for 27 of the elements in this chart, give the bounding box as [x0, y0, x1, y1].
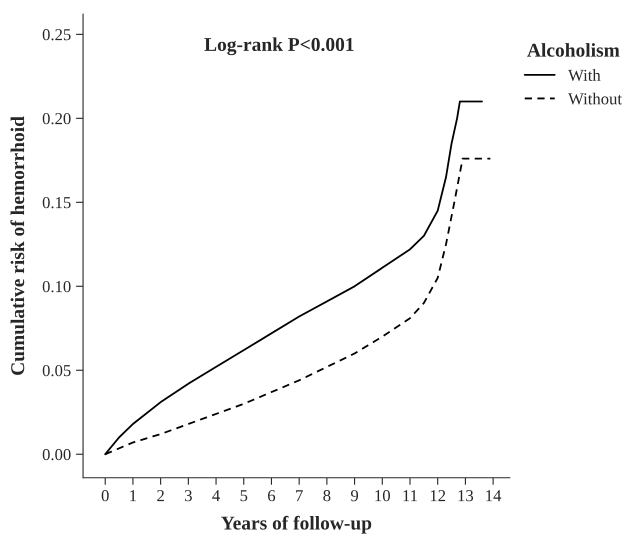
x-tick-label: 2: [157, 490, 164, 502]
x-tick-label: 9: [350, 490, 358, 502]
y-tick-label: 0.00: [42, 448, 71, 460]
x-tick-label: 5: [240, 490, 248, 502]
y-tick-label: 0.25: [42, 29, 71, 40]
x-tick-label: 1: [130, 490, 136, 502]
legend-label: Without: [568, 92, 622, 105]
x-axis-title: Years of follow-up: [221, 516, 372, 534]
x-tick-label: 7: [296, 490, 303, 502]
legend-title: Alcoholism: [527, 43, 620, 57]
legend-label: With: [568, 69, 601, 81]
x-tick-label: 0: [102, 490, 109, 502]
x-tick-label: 3: [184, 490, 192, 502]
y-tick-label: 0.15: [42, 197, 71, 208]
annotation: Log-rank P<0.001: [204, 37, 354, 56]
x-tick-label: 13: [458, 490, 474, 502]
y-tick-label: 0.20: [42, 113, 71, 124]
x-tick-label: 10: [375, 490, 390, 502]
x-tick-label: 12: [430, 490, 446, 502]
x-tick-label: 6: [268, 490, 276, 502]
x-tick-label: 4: [212, 490, 220, 502]
y-tick-label: 0.10: [42, 280, 71, 292]
x-tick-label: 11: [403, 490, 418, 502]
y-tick-label: 0.05: [42, 364, 71, 376]
x-tick-label: 8: [323, 490, 330, 502]
y-axis-title: Cumulative risk of hemorrhoid: [10, 116, 24, 375]
x-tick-label: 14: [486, 490, 502, 502]
